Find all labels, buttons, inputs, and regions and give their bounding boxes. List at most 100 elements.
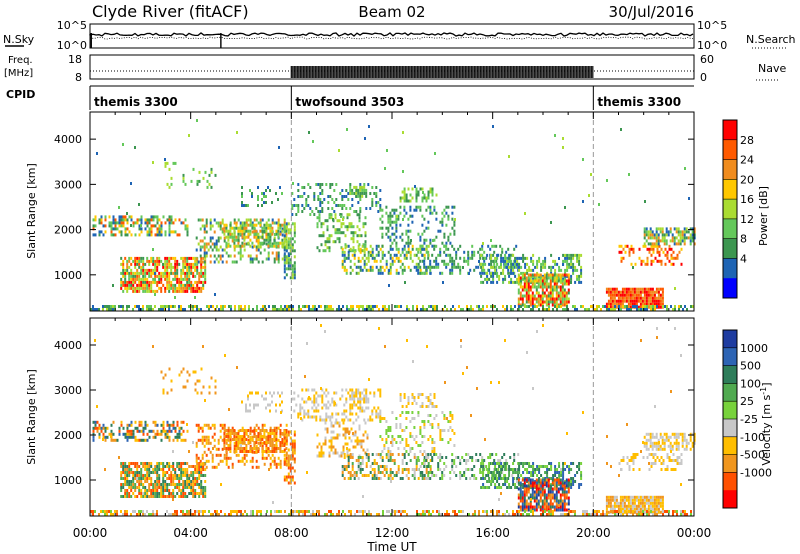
- range-gate-cell: [205, 218, 208, 222]
- range-gate-cell: [337, 204, 340, 207]
- range-gate-cell: [657, 290, 660, 294]
- range-gate-cell: [168, 280, 171, 284]
- range-gate-cell: [341, 198, 344, 201]
- range-gate-cell: [672, 308, 674, 311]
- range-gate-cell: [168, 429, 171, 433]
- range-gate-cell: [106, 308, 108, 311]
- range-gate-cell: [241, 438, 244, 441]
- range-gate-cell: [184, 286, 187, 290]
- range-gate-cell: [531, 300, 534, 304]
- range-gate-cell: [420, 308, 422, 311]
- range-gate-cell: [188, 305, 190, 308]
- range-gate-cell: [217, 239, 220, 243]
- range-gate-cell: [162, 474, 165, 477]
- range-gate-cell: [548, 265, 551, 269]
- range-gate-cell: [154, 465, 157, 468]
- range-gate-cell: [174, 256, 177, 260]
- range-gate-cell: [200, 262, 203, 266]
- range-gate-cell: [94, 423, 97, 427]
- range-gate-cell: [176, 462, 179, 465]
- range-gate-cell: [313, 192, 316, 195]
- range-gate-cell: [277, 447, 280, 450]
- range-gate-cell: [407, 217, 410, 221]
- range-gate-cell: [160, 233, 163, 237]
- range-gate-cell: [196, 280, 199, 284]
- range-gate-cell: [132, 462, 135, 465]
- range-gate-cell: [564, 206, 566, 209]
- range-gate-cell: [144, 420, 147, 424]
- range-gate-cell: [225, 226, 228, 230]
- range-gate-cell: [330, 305, 332, 308]
- range-gate-cell: [363, 192, 366, 195]
- range-gate-cell: [626, 244, 629, 248]
- range-gate-cell: [144, 286, 147, 290]
- range-gate-cell: [241, 221, 244, 225]
- range-gate-cell: [524, 256, 527, 260]
- range-gate-cell: [283, 276, 286, 280]
- range-gate-cell: [361, 397, 364, 401]
- range-gate-cell: [223, 239, 226, 243]
- range-gate-cell: [502, 305, 504, 308]
- range-gate-cell: [519, 276, 522, 280]
- range-gate-cell: [205, 221, 208, 225]
- range-gate-cell: [283, 252, 286, 256]
- range-gate-cell: [178, 277, 181, 281]
- range-gate-cell: [170, 218, 173, 222]
- range-gate-cell: [570, 262, 573, 266]
- range-gate-cell: [429, 268, 432, 272]
- range-gate-cell: [393, 253, 396, 257]
- range-gate-cell: [188, 373, 191, 377]
- range-gate-cell: [124, 256, 127, 260]
- range-gate-cell: [130, 274, 133, 278]
- range-gate-cell: [358, 234, 361, 238]
- range-gate-cell: [98, 221, 101, 225]
- range-gate-cell: [338, 228, 341, 232]
- range-gate-cell: [536, 262, 539, 266]
- range-gate-cell: [532, 259, 535, 263]
- range-gate-cell: [146, 224, 149, 228]
- range-gate-cell: [170, 182, 173, 186]
- range-gate-cell: [668, 244, 671, 248]
- range-gate-cell: [567, 297, 570, 301]
- range-gate-cell: [110, 305, 112, 308]
- range-gate-cell: [273, 456, 276, 460]
- range-gate-cell: [144, 283, 147, 287]
- range-gate-cell: [195, 257, 198, 261]
- range-gate-cell: [275, 441, 278, 444]
- range-gate-cell: [140, 280, 143, 284]
- range-gate-cell: [330, 436, 333, 440]
- range-gate-cell: [651, 302, 654, 306]
- range-gate-cell: [379, 271, 382, 275]
- range-gate-cell: [112, 305, 114, 308]
- range-gate-cell: [490, 239, 492, 242]
- range-gate-cell: [120, 215, 123, 219]
- range-gate-cell: [611, 293, 614, 297]
- range-gate-cell: [453, 205, 456, 209]
- range-gate-cell: [255, 429, 258, 432]
- range-gate-cell: [146, 256, 149, 260]
- range-gate-cell: [265, 201, 267, 204]
- range-gate-cell: [570, 253, 573, 257]
- range-gate-cell: [530, 256, 533, 260]
- range-gate-cell: [425, 250, 428, 254]
- range-gate-cell: [223, 447, 226, 450]
- range-gate-cell: [182, 277, 185, 281]
- range-gate-cell: [425, 271, 428, 275]
- range-gate-cell: [564, 308, 566, 311]
- range-gate-cell: [118, 206, 120, 209]
- range-gate-cell: [393, 232, 396, 236]
- range-gate-cell: [194, 495, 197, 498]
- range-gate-cell: [318, 451, 321, 455]
- range-gate-cell: [194, 274, 197, 278]
- range-gate-cell: [170, 215, 173, 219]
- range-gate-cell: [553, 297, 556, 301]
- range-gate-cell: [247, 397, 249, 401]
- range-gate-cell: [316, 454, 319, 458]
- range-gate-cell: [321, 183, 324, 186]
- range-gate-cell: [152, 215, 155, 219]
- range-gate-cell: [194, 483, 197, 486]
- range-gate-cell: [122, 215, 125, 219]
- range-gate-cell: [634, 262, 637, 266]
- range-gate-cell: [619, 299, 622, 303]
- range-gate-cell: [299, 406, 302, 410]
